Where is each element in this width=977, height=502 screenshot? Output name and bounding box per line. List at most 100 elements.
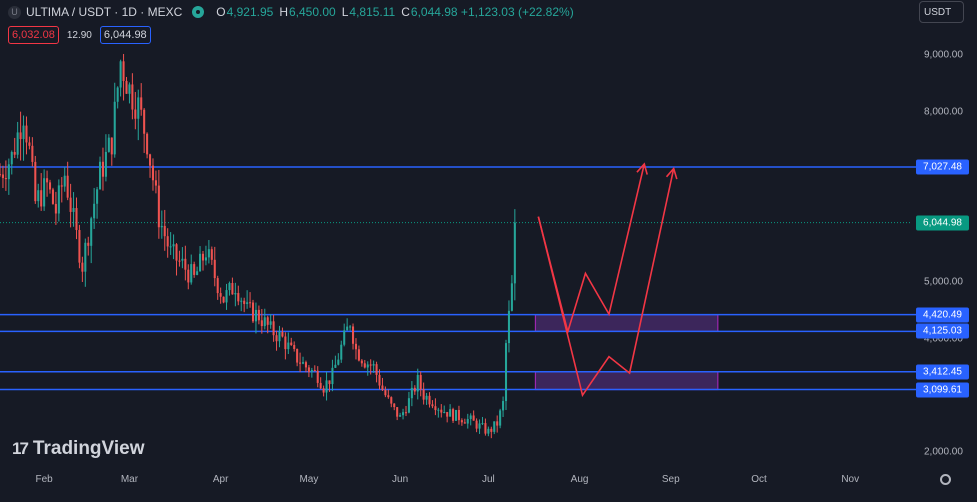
spread-value: 12.90 <box>66 29 92 41</box>
candle <box>428 392 431 408</box>
candle <box>301 356 305 365</box>
candle <box>231 277 234 295</box>
candle <box>193 261 196 278</box>
price-axis[interactable] <box>912 24 977 466</box>
candle <box>131 73 134 120</box>
time-tick-label: Apr <box>212 474 229 485</box>
candle <box>443 405 446 414</box>
candle <box>304 360 307 373</box>
candle <box>16 121 19 159</box>
candle <box>487 426 490 437</box>
eye-icon[interactable] <box>192 6 205 18</box>
candle <box>93 187 96 229</box>
tradingview-logo[interactable]: 17 TradingView <box>12 438 145 460</box>
candle <box>216 275 219 300</box>
candle <box>75 197 78 240</box>
candle <box>384 386 387 398</box>
candle <box>452 407 455 423</box>
candle <box>169 232 172 255</box>
candle <box>278 325 281 348</box>
close-key: C <box>401 5 410 19</box>
zone-1[interactable] <box>534 371 719 391</box>
candle <box>54 191 57 225</box>
candle <box>213 246 216 287</box>
candle <box>187 264 190 290</box>
symbol-title[interactable]: ULTIMA / USDT · 1D · MEXC <box>26 5 183 19</box>
last-price-tag: 6,044.98 <box>916 215 969 231</box>
candle <box>334 355 337 369</box>
candle <box>363 359 366 369</box>
candle <box>354 338 358 360</box>
candle <box>178 250 181 267</box>
candle <box>107 134 110 153</box>
candle <box>119 59 122 97</box>
time-tick-label: Nov <box>841 474 860 485</box>
buy-button[interactable]: 6,044.98 <box>99 26 151 44</box>
candle <box>46 170 49 197</box>
candle <box>290 337 293 346</box>
candle <box>184 245 187 281</box>
candle <box>499 408 502 429</box>
candle <box>307 365 310 378</box>
candle <box>269 314 272 329</box>
candle <box>266 315 269 334</box>
candle <box>122 53 125 101</box>
candle <box>513 209 516 301</box>
candle <box>166 228 169 258</box>
candle <box>51 187 54 205</box>
candle <box>484 418 487 436</box>
candle <box>63 167 66 192</box>
candle <box>196 266 199 276</box>
candle <box>66 161 69 201</box>
candle <box>140 83 143 116</box>
candle <box>425 392 428 405</box>
symbol-icon[interactable]: U <box>8 5 21 19</box>
level-price-tag[interactable]: 4,125.03 <box>916 323 969 339</box>
tradingview-logo-text: TradingView <box>32 438 145 459</box>
open-value: 4,921.95 <box>226 5 274 19</box>
candle <box>316 366 319 388</box>
candle <box>113 82 116 158</box>
candle <box>10 150 13 175</box>
time-tick-label: Aug <box>570 474 589 485</box>
projection-line-1[interactable] <box>537 168 675 398</box>
candle <box>98 156 102 190</box>
candle <box>372 360 375 373</box>
candle <box>84 238 87 287</box>
candle <box>190 254 193 285</box>
candle <box>251 299 255 324</box>
candle <box>457 405 460 425</box>
level-price-tag[interactable]: 7,027.48 <box>916 159 969 175</box>
candle <box>237 285 240 306</box>
candle <box>246 290 249 309</box>
currency-button[interactable]: USDT <box>919 1 964 23</box>
candle <box>13 137 16 159</box>
candle <box>101 147 104 191</box>
candle <box>204 245 207 266</box>
candle <box>481 416 484 426</box>
candle <box>284 332 287 360</box>
candle <box>322 385 325 397</box>
level-price-tag[interactable]: 3,099.61 <box>916 382 969 398</box>
candle <box>7 158 10 195</box>
candle <box>390 396 393 408</box>
candle <box>28 136 31 150</box>
time-tick-label: Jun <box>392 474 409 485</box>
candle <box>360 359 363 367</box>
price-tick-label: 8,000.00 <box>924 106 963 118</box>
level-price-tag[interactable]: 4,420.49 <box>916 307 969 323</box>
candle <box>219 287 222 304</box>
gear-icon[interactable] <box>940 474 951 485</box>
projection-line-0[interactable] <box>537 163 646 335</box>
candle <box>381 377 384 391</box>
low-key: L <box>341 5 349 19</box>
sell-button[interactable]: 6,032.08 <box>8 26 59 44</box>
candle <box>199 246 202 272</box>
level-price-tag[interactable]: 3,412.45 <box>916 364 969 380</box>
candle <box>175 243 178 276</box>
candle <box>125 76 128 94</box>
candle <box>37 183 40 208</box>
candle <box>4 160 7 191</box>
